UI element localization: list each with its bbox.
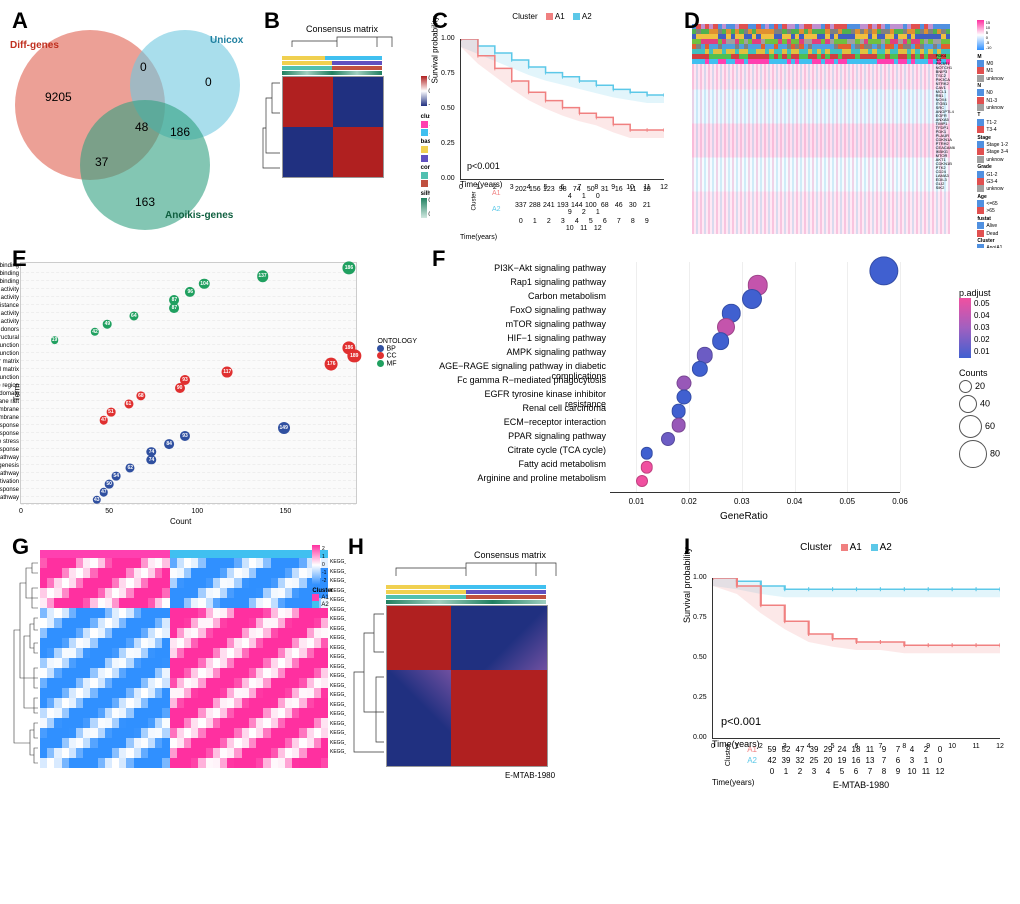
dendro-left-h [348,602,384,762]
consensus-title-h: Consensus matrix [346,550,674,560]
hm-d-canvas [692,64,950,234]
kegg-legend: p.adjust 0.050.040.030.020.01 Counts 204… [959,288,1000,470]
cm-annot-consensus [282,66,382,70]
go-ylabel: Term [12,384,21,402]
venn-count-du: 0 [140,60,147,74]
venn-label-anoikis: Anoikis-genes [165,210,233,221]
subtitle-i: E-MTAB-1980 [712,780,1010,790]
hm-gene-labels: PDK4ID1PIK3R1NOTCH1BNIP3TSC2PIK3CANTRK2C… [936,54,955,190]
panel-g-gsva: G 210-1-2 Cluster A1 A2 KEGG_GLYCOSAMINO… [10,536,338,816]
surv-plot-i: p<0.001 Survival probability 0.000.250.5… [712,578,1000,739]
surv-xlab-i2: Time(years) [712,778,754,787]
kegg-dotplot: 0.010.020.030.040.050.06PI3K−Akt signali… [610,262,900,493]
venn-label-unicox: Unicox [210,35,243,46]
venn-count-da: 37 [95,155,108,169]
panel-e-go: E cell adhesion molecule binding186cadhe… [10,248,422,528]
panel-label-e: E [12,246,27,272]
gsva-heatmap: 210-1-2 Cluster A1 A2 KEGG_GLYCOSAMINOGL… [40,550,328,800]
panel-f-kegg: F 0.010.020.030.040.050.06PI3K−Akt signa… [430,248,1010,528]
panel-label-f: F [432,246,445,272]
panel-a-venn: A Diff-genes Unicox Anoikis-genes 9205 0… [10,10,254,240]
go-dotplot: cell adhesion molecule binding186cadheri… [20,262,357,504]
dendro-top-h [386,560,566,576]
heatmap-d: PDK4ID1PIK3R1NOTCH1BNIP3TSC2PIK3CANTRK2C… [692,24,950,224]
panel-label-c: C [432,8,448,34]
cm-annot-cluster-h [386,585,546,589]
panel-label-a: A [12,8,28,34]
cm-annot-basis [282,61,382,65]
subtitle-h: E-MTAB-1980 [386,771,674,780]
panel-label-g: G [12,534,29,560]
consensus-title-b: Consensus matrix [262,24,422,34]
cm-grid-h [386,605,548,767]
gsva-annot-bar [40,550,328,558]
dendro-left-b [262,73,280,173]
panel-c-survival: C Cluster A1 A2 p<0.001 Survival probabi… [430,10,674,240]
consensus-matrix-h: 0.8 0.4 -0.4 cluster A1 A2 basis 1 2 con… [346,585,674,767]
dendro-top-b [282,35,402,47]
venn-label-diff: Diff-genes [10,40,59,51]
panel-label-b: B [264,8,280,34]
venn-count-all: 48 [135,120,148,134]
cm-annot-cluster [282,56,382,60]
cm-grid-b [282,76,384,178]
surv-curves-c [461,39,664,179]
surv-legend-c: Cluster A1 A2 [430,12,674,21]
hm-legend-d: 151050-5-10MM0M1unknowNN0N1-3unknowTT1-2… [977,20,1008,259]
figure-grid: A Diff-genes Unicox Anoikis-genes 9205 0… [10,10,1010,816]
venn-count-ua: 186 [170,125,190,139]
cm-annot-silh [282,71,382,75]
panel-i-survival: I Cluster A1 A2 p<0.001 Survival probabi… [682,536,1010,816]
hm-annot-bars [692,24,950,64]
surv-legend-i: Cluster A1 A2 [682,542,1010,553]
venn-count-unicox: 0 [205,75,212,89]
surv-xlab-c2: Time(years) [460,234,497,241]
panel-label-h: H [348,534,364,560]
panel-label-d: D [684,8,700,34]
kegg-xlabel: GeneRatio [720,511,768,522]
venn-diagram: Diff-genes Unicox Anoikis-genes 9205 0 1… [10,10,254,260]
gsva-hm-body [40,558,328,768]
cm-annot-basis-h [386,590,546,594]
cm-annot-consensus-h [386,595,546,599]
go-xlabel: Count [170,517,191,526]
surv-pvalue-i: p<0.001 [721,716,761,728]
gsva-dendro [12,558,38,768]
panel-h-consensus: H Consensus matrix 0.8 0.4 -0.4 [346,536,674,816]
go-legend: ONTOLOGY BP CC MF [377,338,417,367]
panel-label-i: I [684,534,690,560]
surv-plot-c: p<0.001 Survival probability 0.000.250.5… [460,39,664,180]
panel-b-consensus: B Consensus matrix 0.8 0.4 -0.4 [262,10,422,240]
panel-d-heatmap: D PDK4ID1PIK3R1NOTCH1BNIP3TSC2PIK3CANTRK… [682,10,1010,240]
surv-curves-i [713,578,1000,738]
consensus-matrix-b: 0.8 0.4 -0.4 cluster A1 A2 basis 1 2 con… [262,56,422,178]
cm-annot-silh-h [386,600,546,604]
venn-count-anoikis: 163 [135,195,155,209]
surv-pvalue-c: p<0.001 [467,161,500,171]
venn-count-diff: 9205 [45,90,72,104]
risk-table-c: Cluster A120215612398745031161110410 A23… [460,184,664,234]
